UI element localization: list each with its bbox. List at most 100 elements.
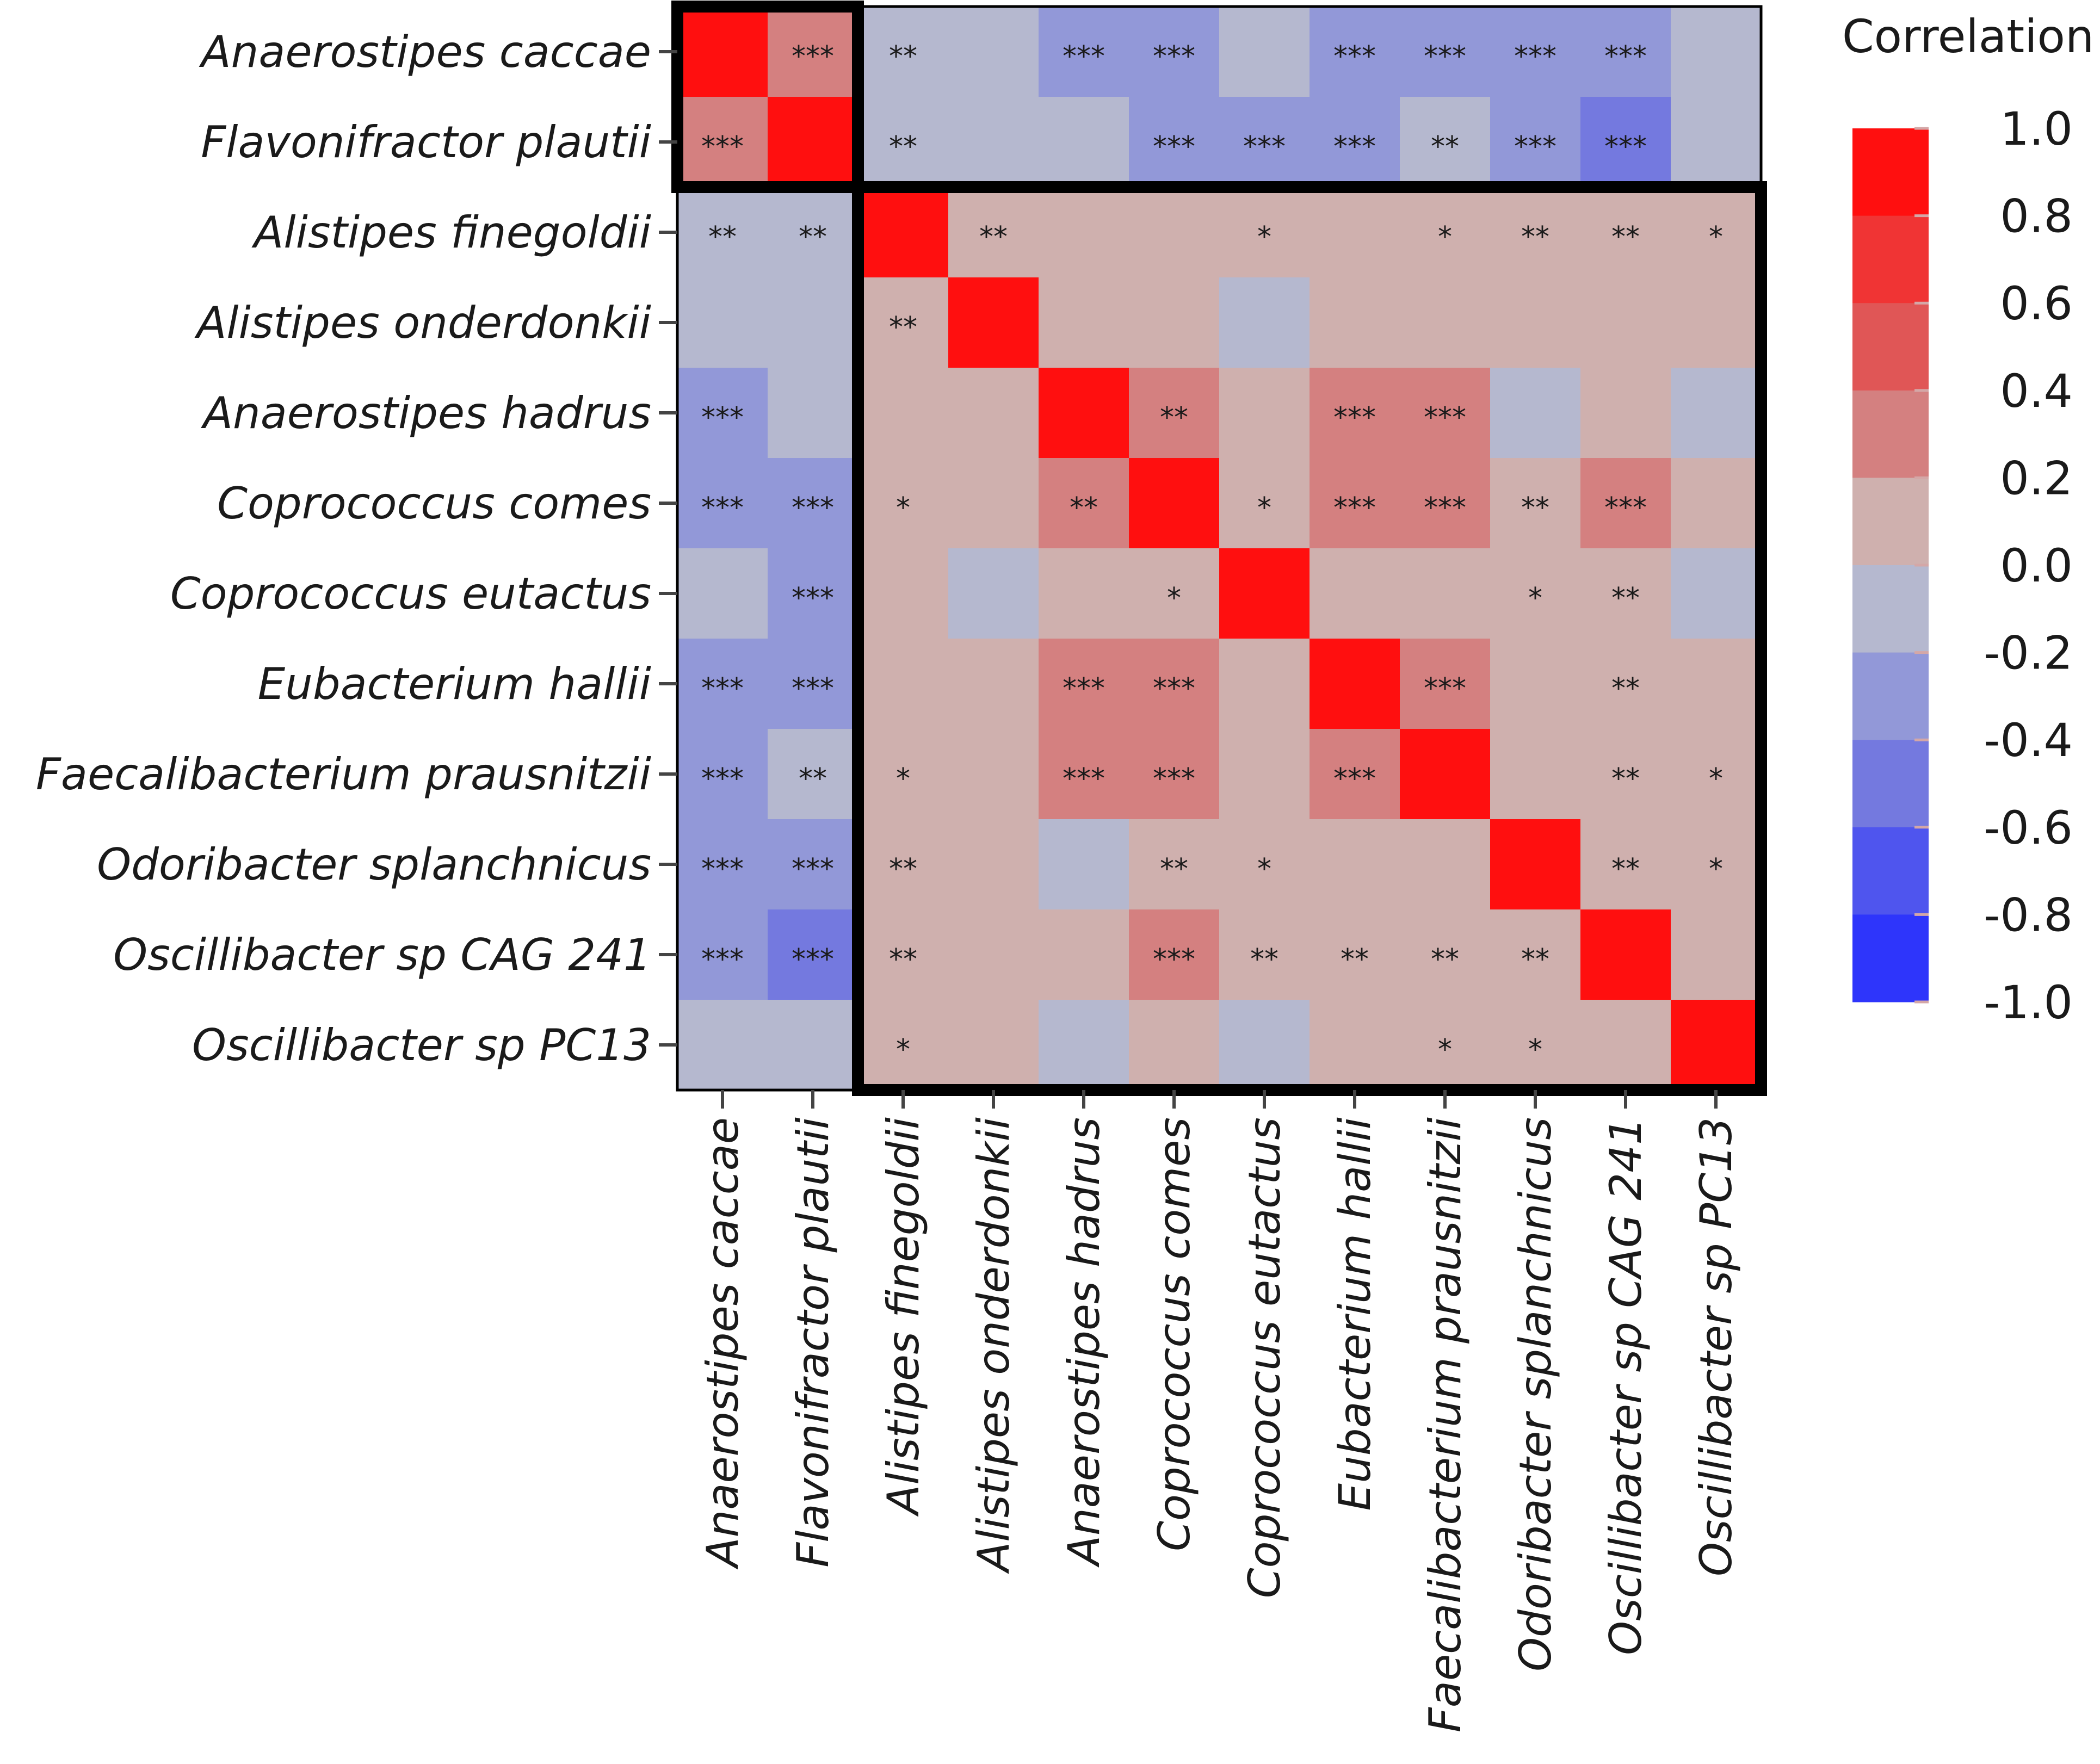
row-label: Coprococcus comes bbox=[217, 478, 651, 529]
significance-markers: *** ** *** *** *** *** *** ****** ** *** *** *** ** *… bbox=[701, 40, 1723, 1066]
heatmap-cell bbox=[1671, 1000, 1762, 1091]
heatmap-cell bbox=[1219, 729, 1310, 820]
heatmap-cell bbox=[1310, 548, 1400, 639]
significance-marker: *** bbox=[701, 763, 744, 795]
column-labels: Anaerostipes caccae Flavonifractor plauti… bbox=[697, 1117, 1741, 1732]
heatmap-cell bbox=[1490, 458, 1581, 549]
heatmap-cell bbox=[948, 819, 1039, 910]
heatmap-cell bbox=[1129, 277, 1220, 368]
heatmap-cell bbox=[1039, 368, 1129, 459]
heatmap-cell bbox=[677, 277, 768, 368]
significance-marker: *** bbox=[1333, 492, 1376, 524]
heatmap-cell bbox=[1671, 277, 1762, 368]
significance-marker: *** bbox=[792, 943, 834, 976]
heatmap-cell bbox=[1039, 819, 1129, 910]
heatmap-cell bbox=[858, 819, 949, 910]
heatmap-cell bbox=[1129, 729, 1220, 820]
significance-marker: * bbox=[1709, 221, 1723, 253]
legend-color-band bbox=[1852, 652, 1929, 740]
significance-marker: *** bbox=[701, 401, 744, 434]
heatmap-cell bbox=[768, 819, 858, 910]
heatmap-cell bbox=[677, 639, 768, 729]
heatmap-cell bbox=[1671, 548, 1762, 639]
heatmap-cell bbox=[1490, 909, 1581, 1000]
legend-tick-label: 0.8 bbox=[2000, 190, 2073, 243]
legend-color-band bbox=[1852, 478, 1929, 566]
heatmap-cell bbox=[1310, 729, 1400, 820]
heatmap-cell bbox=[677, 458, 768, 549]
heatmap-cell bbox=[1671, 819, 1762, 910]
legend-title: Correlation bbox=[1842, 10, 2094, 63]
significance-marker: *** bbox=[1063, 40, 1105, 73]
heatmap-cell bbox=[1671, 639, 1762, 729]
heatmap-cell bbox=[677, 368, 768, 459]
significance-marker: * bbox=[1167, 582, 1181, 615]
heatmap-cell bbox=[1039, 97, 1129, 188]
heatmap-cell bbox=[1400, 548, 1491, 639]
heatmap-cell bbox=[1219, 97, 1310, 188]
significance-marker: ** bbox=[799, 763, 827, 795]
significance-marker: *** bbox=[1333, 131, 1376, 163]
heatmap-cell bbox=[1400, 909, 1491, 1000]
heatmap-cell bbox=[1129, 1000, 1220, 1091]
heatmap-cell bbox=[1400, 639, 1491, 729]
heatmap-cell bbox=[948, 458, 1039, 549]
heatmap-cell bbox=[1039, 729, 1129, 820]
significance-marker: *** bbox=[701, 492, 744, 524]
heatmap-cell bbox=[1490, 368, 1581, 459]
heatmap-cell bbox=[1039, 7, 1129, 97]
legend-color-band bbox=[1852, 565, 1929, 653]
significance-marker: *** bbox=[1424, 492, 1466, 524]
row-label: Oscillibacter sp CAG 241 bbox=[113, 930, 651, 980]
heatmap-cell bbox=[1219, 277, 1310, 368]
heatmap-cell bbox=[1310, 1000, 1400, 1091]
heatmap-cell bbox=[1219, 7, 1310, 97]
heatmap-cell bbox=[768, 909, 858, 1000]
heatmap-cell bbox=[677, 909, 768, 1000]
significance-marker: *** bbox=[792, 853, 834, 886]
heatmap-cell bbox=[677, 729, 768, 820]
heatmap-cell bbox=[1490, 7, 1581, 97]
cluster-frame bbox=[671, 1, 864, 193]
heatmap-cell bbox=[1580, 187, 1671, 278]
significance-marker: *** bbox=[1514, 40, 1557, 73]
heatmap-cell bbox=[1490, 277, 1581, 368]
column-label: Eubacterium hallii bbox=[1330, 1117, 1380, 1511]
legend-color-band bbox=[1852, 390, 1929, 478]
significance-marker: *** bbox=[701, 853, 744, 886]
heatmap-cell bbox=[858, 187, 949, 278]
heatmap-cell bbox=[1400, 277, 1491, 368]
heatmap-cell bbox=[677, 97, 768, 188]
color-scale-legend: Correlation 1.0 0.8 0.6 0.4 0.2 0.0 -0.2 -0.4 -0… bbox=[1842, 10, 2094, 1029]
heatmap-cell bbox=[1490, 639, 1581, 729]
significance-marker: * bbox=[896, 1033, 910, 1066]
significance-marker: ** bbox=[1611, 763, 1640, 795]
heatmap-cell bbox=[1039, 548, 1129, 639]
heatmap-cell bbox=[858, 639, 949, 729]
heatmap-cell bbox=[1671, 729, 1762, 820]
heatmap-cell bbox=[677, 548, 768, 639]
legend-tick-label: -1.0 bbox=[1984, 976, 2073, 1029]
significance-marker: ** bbox=[889, 131, 917, 163]
significance-marker: * bbox=[1709, 763, 1723, 795]
significance-marker: *** bbox=[701, 672, 744, 705]
legend-tick-label: 0.2 bbox=[2000, 451, 2073, 505]
significance-marker: *** bbox=[792, 582, 834, 615]
heatmap-cell bbox=[677, 1000, 768, 1091]
significance-marker: ** bbox=[1431, 943, 1459, 976]
significance-marker: ** bbox=[1070, 492, 1098, 524]
significance-marker: ** bbox=[1611, 853, 1640, 886]
heatmap-cell bbox=[1490, 1000, 1581, 1091]
heatmap-cell bbox=[1490, 97, 1581, 188]
heatmap-cell bbox=[1400, 729, 1491, 820]
heatmap-cell bbox=[677, 7, 768, 97]
heatmap-cell bbox=[1219, 909, 1310, 1000]
heatmap-cell bbox=[1671, 368, 1762, 459]
heatmap-cell bbox=[1580, 97, 1671, 188]
row-ticks bbox=[659, 50, 677, 1047]
heatmap-cell bbox=[1671, 458, 1762, 549]
significance-marker: * bbox=[1438, 1033, 1452, 1066]
legend-tick-label: -0.8 bbox=[1984, 888, 2073, 942]
heatmap-cell bbox=[1671, 7, 1762, 97]
